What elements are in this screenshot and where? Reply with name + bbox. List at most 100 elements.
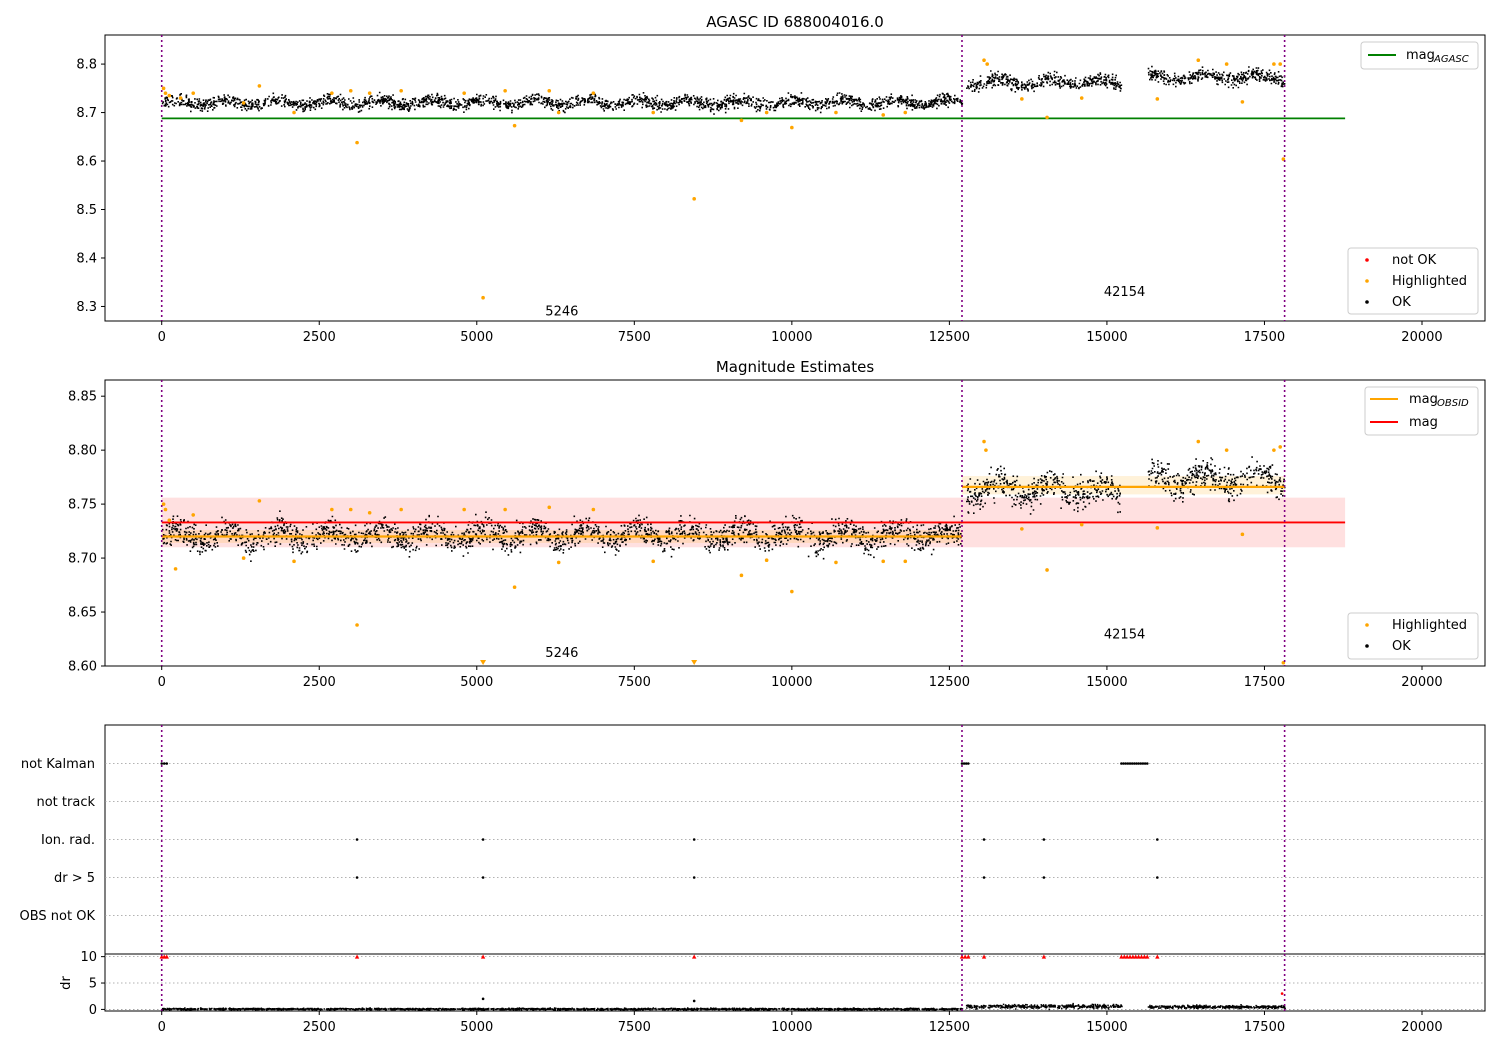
- highlighted-point: [292, 559, 296, 564]
- highlighted-point: [1079, 96, 1084, 100]
- dr-scatter: [161, 992, 1286, 1011]
- highlighted-point: [241, 556, 246, 560]
- highlighted-point: [355, 623, 359, 627]
- highlighted-point: [348, 507, 353, 512]
- legend-marker: [1365, 279, 1369, 283]
- highlighted-point: [399, 88, 403, 93]
- highlighted-point: [556, 560, 561, 565]
- highlighted-point: [547, 88, 552, 93]
- flag-point: [1137, 762, 1140, 765]
- flag-point: [481, 876, 485, 879]
- highlighted-scatter: [161, 58, 1286, 300]
- flag-label: OBS not OK: [20, 909, 96, 924]
- flag-point: [1130, 762, 1134, 765]
- highlighted-point: [462, 91, 466, 95]
- highlighted-point: [348, 88, 353, 93]
- y-tick-label: 8.4: [76, 251, 97, 266]
- highlighted-point: [903, 559, 908, 564]
- highlighted-point: [1224, 62, 1229, 66]
- highlighted-point: [161, 86, 166, 91]
- x-tick-label: 5000: [460, 330, 493, 345]
- legend-marker: [1365, 258, 1369, 262]
- highlighted-point: [834, 560, 838, 565]
- x-tick-label: 7500: [618, 330, 651, 345]
- dr-points: [161, 1007, 964, 1011]
- highlighted-point: [739, 573, 744, 578]
- x-tick-label: 15000: [1086, 675, 1127, 690]
- x-tick-label: 17500: [1244, 330, 1285, 345]
- highlighted-point: [178, 96, 183, 100]
- x-tick-label: 10000: [771, 1020, 812, 1035]
- y-axis-3: 0 5 10: [80, 950, 105, 1018]
- dr-point: [1280, 992, 1284, 995]
- highlighted-point: [1155, 97, 1160, 101]
- flag-point: [1156, 838, 1159, 841]
- dr-capped-marker: [1133, 954, 1138, 959]
- legend-label: OK: [1392, 295, 1411, 310]
- flag-point: [962, 762, 966, 765]
- dr-capped-marker: [1041, 954, 1047, 959]
- legend-label: mag: [1406, 48, 1435, 63]
- highlighted-point: [985, 62, 989, 66]
- flag-point: [1135, 762, 1138, 765]
- x-tick-label: 0: [158, 330, 166, 345]
- highlighted-point: [834, 110, 838, 115]
- highlighted-point: [982, 58, 986, 63]
- highlighted-point: [903, 110, 908, 115]
- y-tick-label: 10: [80, 950, 97, 965]
- highlighted-point: [503, 507, 507, 512]
- dr-capped-marker: [1139, 954, 1144, 959]
- highlighted-point: [163, 507, 168, 512]
- x-tick-label: 15000: [1086, 1020, 1127, 1035]
- y-tick-label: 8.85: [68, 390, 97, 405]
- axes-magnitude-estimates: [104, 379, 1486, 667]
- highlighted-point: [591, 507, 596, 512]
- highlighted-point: [1045, 568, 1049, 572]
- obsid-label: 5246: [545, 304, 578, 319]
- obsid-label: 5246: [545, 646, 578, 661]
- highlighted-point: [167, 93, 172, 98]
- highlighted-point: [651, 559, 656, 564]
- dr-capped-marker: [1136, 954, 1141, 959]
- highlighted-point: [355, 140, 359, 145]
- x-tick-label: 20000: [1401, 675, 1442, 690]
- legend-label: not OK: [1392, 253, 1437, 268]
- ok-scatter: [161, 65, 1286, 115]
- legend-label: mag: [1409, 415, 1438, 430]
- x-tick-label: 5000: [460, 675, 493, 690]
- dr-capped-marker: [1119, 954, 1124, 959]
- flag-point: [1120, 762, 1123, 765]
- highlighted-point: [481, 295, 485, 300]
- highlighted-point: [790, 125, 794, 130]
- highlighted-point: [591, 91, 596, 95]
- x-axis-1: 0 2500 5000 7500 10000 12500 15000 17500 20000: [158, 666, 1443, 690]
- ok-points: [161, 91, 964, 115]
- offscale-marker: [480, 660, 487, 665]
- highlighted-point: [462, 507, 466, 512]
- highlighted-point: [651, 110, 656, 115]
- axes-dr: [104, 953, 1486, 1012]
- x-tick-label: 0: [158, 675, 166, 690]
- flag-point: [960, 762, 964, 765]
- ok-points: [1147, 65, 1286, 89]
- y-axis-0: 8.3 8.4 8.5 8.6 8.7 8.8: [76, 58, 105, 315]
- highlighted-point: [292, 110, 296, 115]
- y-tick-label: 0: [89, 1003, 97, 1018]
- highlighted-point: [1045, 115, 1049, 120]
- y-tick-label: 8.3: [76, 300, 97, 315]
- highlighted-point: [1240, 100, 1245, 104]
- highlighted-point: [161, 502, 166, 506]
- x-tick-label: 7500: [618, 675, 651, 690]
- legend-bottom: Highlighted OK: [1347, 612, 1479, 660]
- highlighted-point: [739, 118, 744, 123]
- highlighted-point: [191, 91, 196, 95]
- chart-title: AGASC ID 688004016.0: [706, 13, 884, 31]
- highlighted-point: [1020, 97, 1024, 101]
- highlighted-point: [556, 110, 561, 115]
- dr-capped-marker: [1142, 954, 1147, 959]
- chart-title: Magnitude Estimates: [716, 358, 874, 376]
- flag-label: not track: [36, 795, 95, 810]
- highlighted-point: [692, 197, 696, 201]
- legend-top: mag AGASC: [1360, 41, 1479, 70]
